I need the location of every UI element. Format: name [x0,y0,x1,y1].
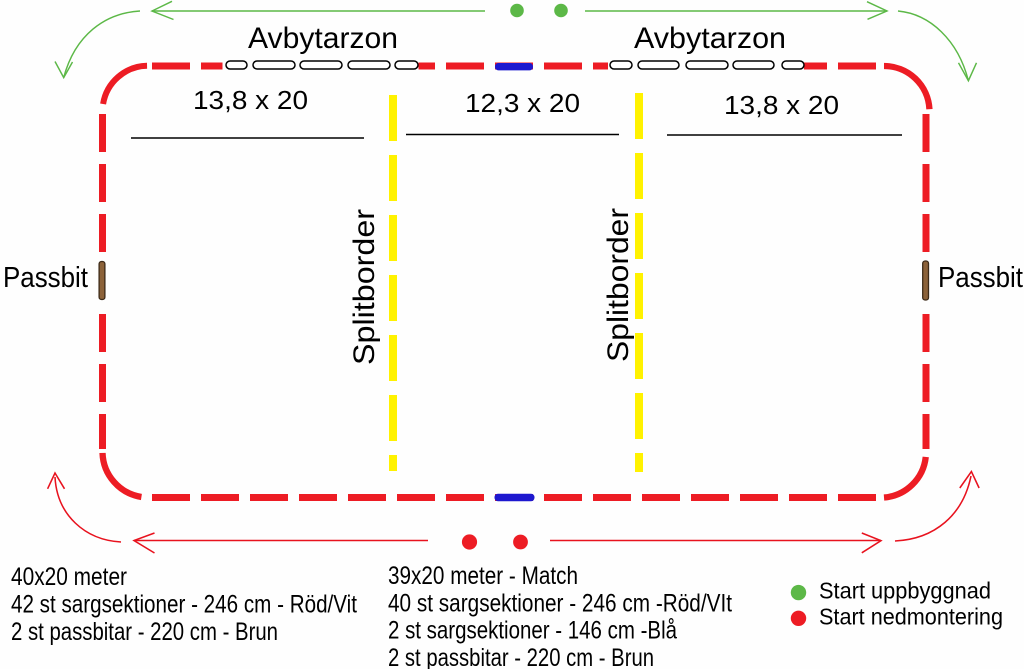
svg-text:2 st passbitar - 220 cm - Brun: 2 st passbitar - 220 cm - Brun [388,644,654,669]
svg-text:13,8 x 20: 13,8 x 20 [724,92,839,120]
svg-text:12,3 x 20: 12,3 x 20 [465,90,580,118]
svg-text:39x20 meter - Match: 39x20 meter - Match [388,562,578,590]
svg-text:Start nedmontering: Start nedmontering [819,604,1003,630]
svg-text:Passbit: Passbit [938,262,1023,294]
svg-text:2 st sargsektioner - 146 cm -B: 2 st sargsektioner - 146 cm -Blå [388,617,677,645]
svg-text:Splitborder: Splitborder [348,209,381,365]
svg-text:40 st sargsektioner - 246 cm -: 40 st sargsektioner - 246 cm -Röd/VIt [388,590,732,618]
svg-text:Start uppbyggnad: Start uppbyggnad [819,578,991,604]
svg-text:13,8 x 20: 13,8 x 20 [193,87,308,115]
svg-text:Passbit: Passbit [3,262,88,294]
svg-text:2 st passbitar - 220 cm - Brun: 2 st passbitar - 220 cm - Brun [11,618,278,646]
svg-text:Splitborder: Splitborder [602,208,635,362]
svg-text:Avbytarzon: Avbytarzon [248,22,398,55]
svg-text:40x20 meter: 40x20 meter [11,563,127,591]
svg-text:42 st sargsektioner - 246 cm -: 42 st sargsektioner - 246 cm - Röd/Vit [11,591,357,619]
svg-text:Avbytarzon: Avbytarzon [634,22,786,55]
